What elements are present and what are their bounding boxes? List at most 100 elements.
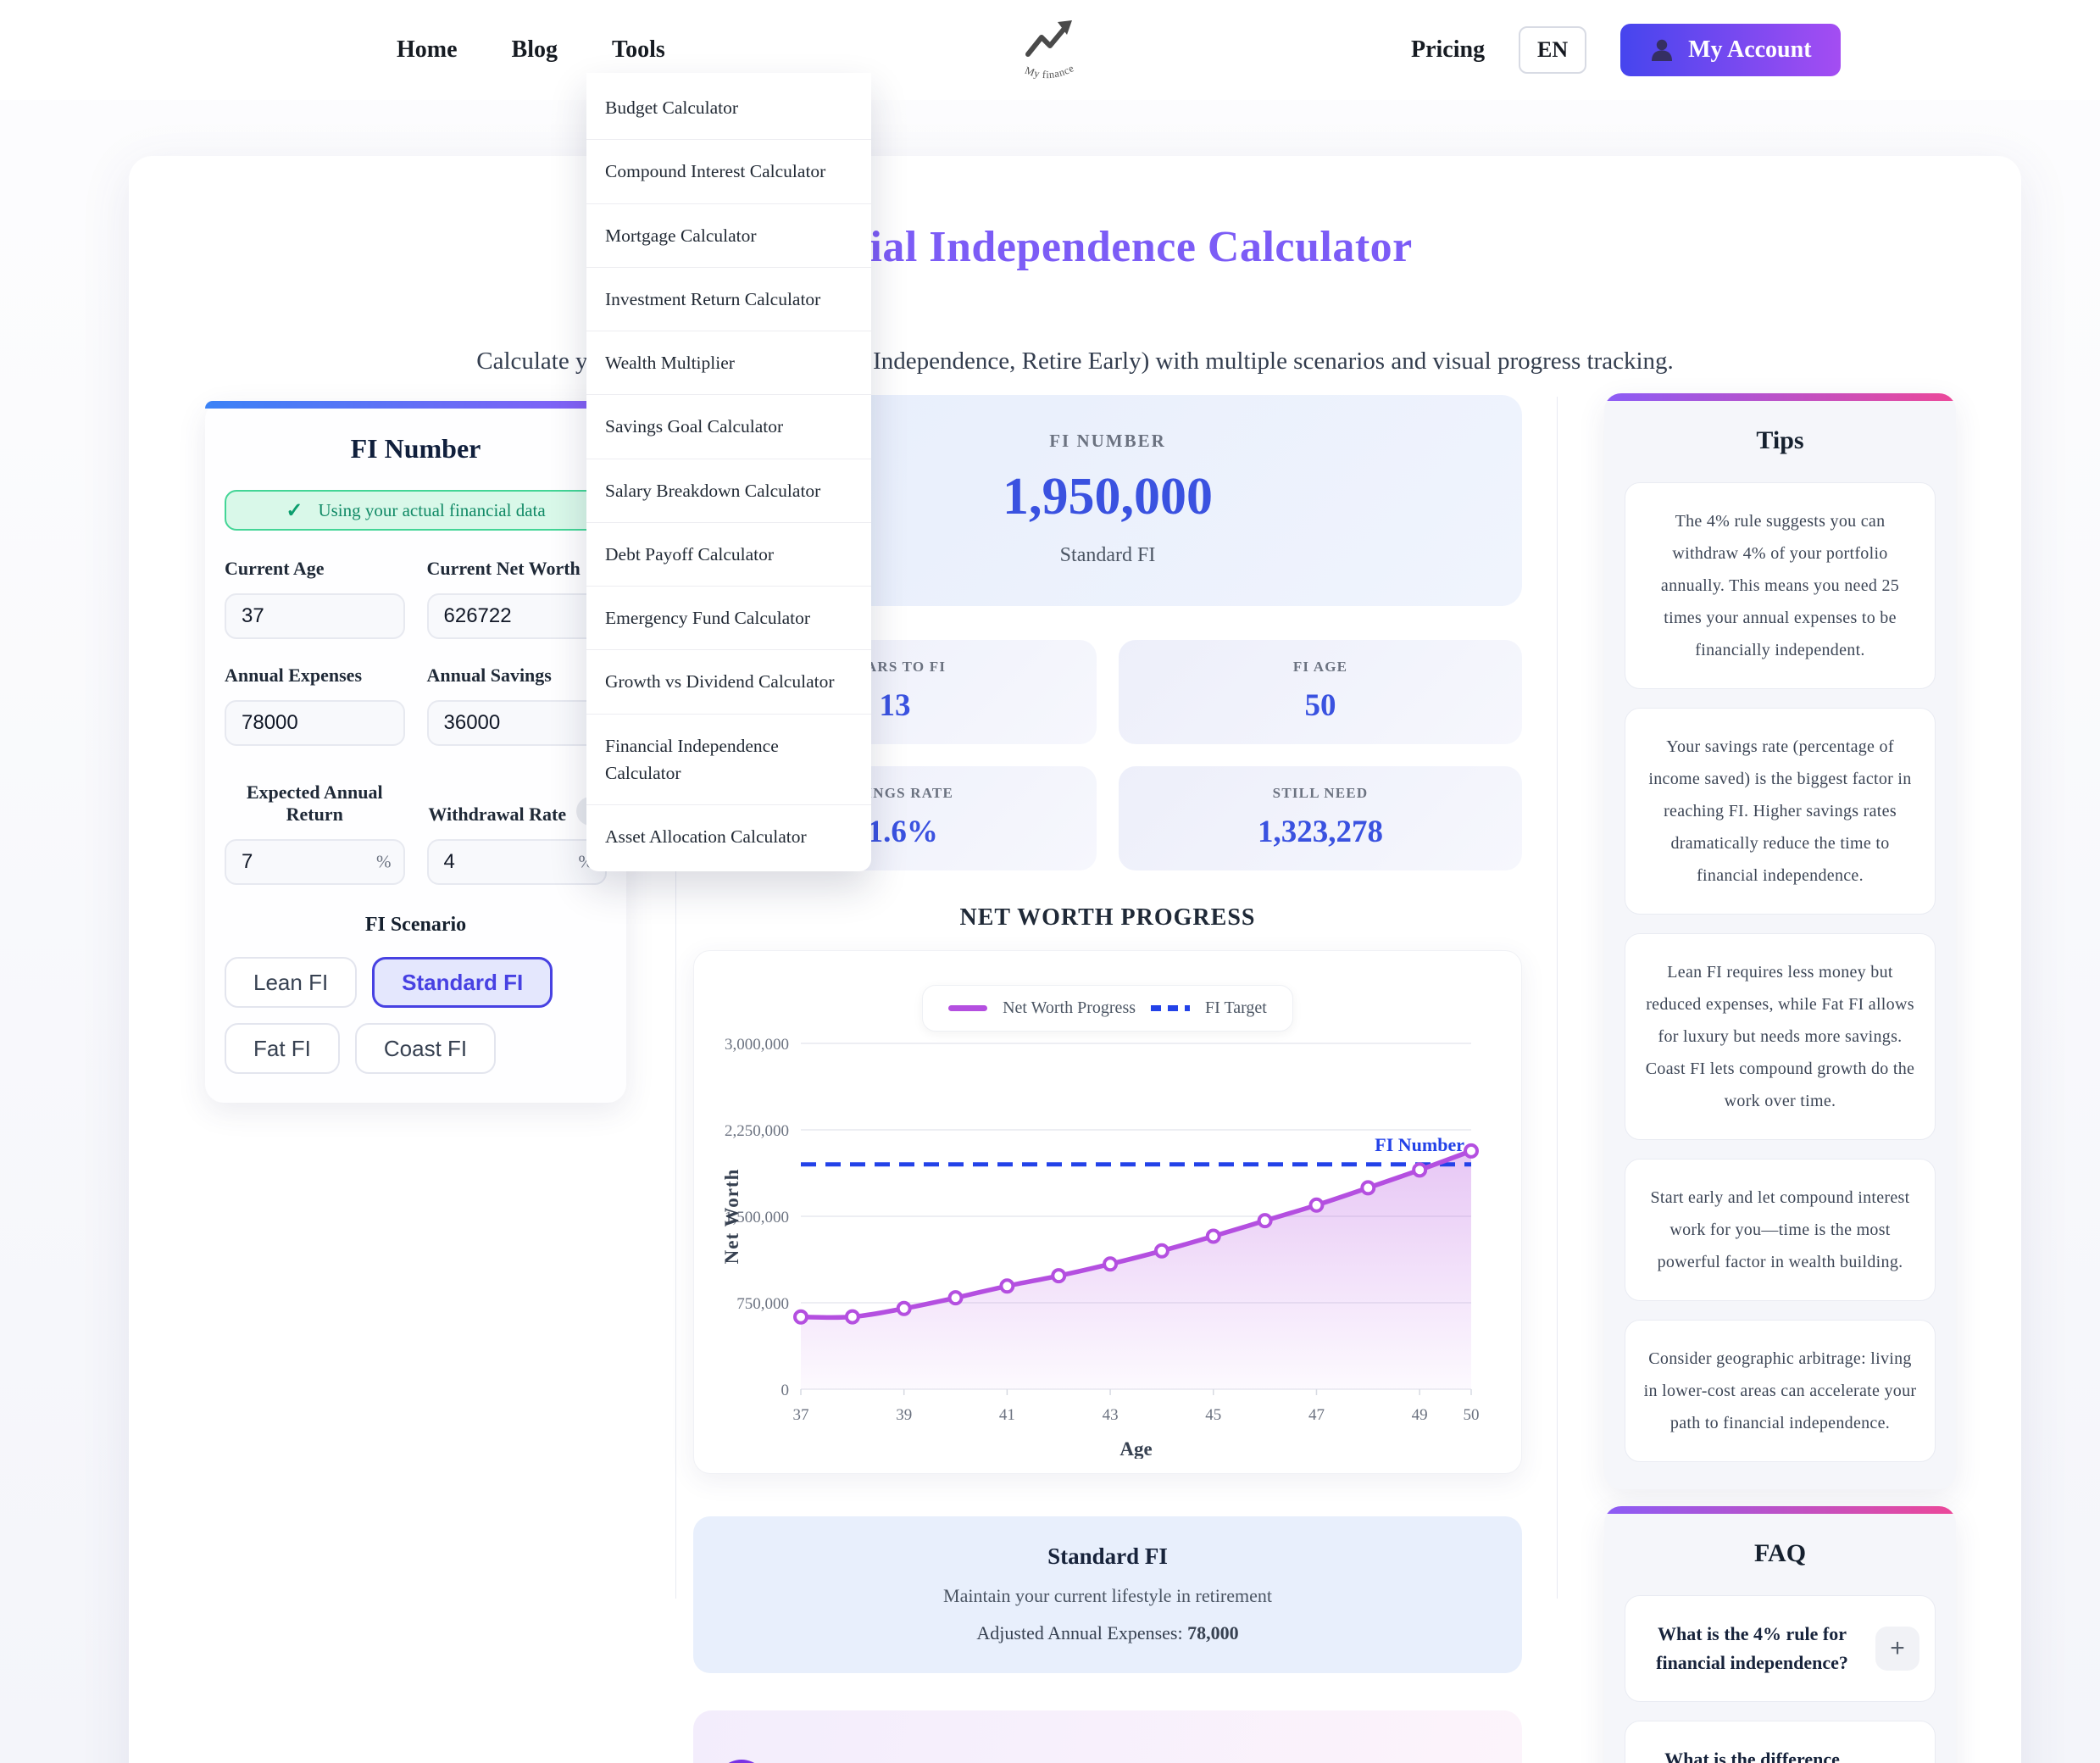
annual-expenses-input[interactable] bbox=[225, 700, 405, 746]
chart-legend: Net Worth Progress FI Target bbox=[922, 985, 1293, 1032]
nav-right: Pricing EN My Account bbox=[1411, 0, 1841, 100]
svg-text:45: 45 bbox=[1205, 1406, 1221, 1424]
menu-item-mortgage-calculator[interactable]: Mortgage Calculator bbox=[586, 204, 871, 268]
withdrawal-rate-label: Withdrawal Rate ? bbox=[427, 771, 608, 826]
withdrawal-rate-input[interactable] bbox=[426, 839, 607, 885]
tip-item: Lean FI requires less money but reduced … bbox=[1625, 933, 1936, 1140]
menu-item-asset-allocation-calculator[interactable]: Asset Allocation Calculator bbox=[605, 826, 807, 847]
language-button[interactable]: EN bbox=[1519, 26, 1587, 74]
summary-description: Maintain your current lifestyle in retir… bbox=[943, 1585, 1272, 1606]
summary-title: Standard FI bbox=[1047, 1543, 1168, 1569]
scenario-coast-fi[interactable]: Coast FI bbox=[354, 1023, 497, 1074]
svg-text:2,250,000: 2,250,000 bbox=[725, 1122, 789, 1140]
scenario-fat-fi[interactable]: Fat FI bbox=[225, 1023, 340, 1074]
annual-savings-input[interactable] bbox=[426, 700, 607, 746]
summary-expenses: Adjusted Annual Expenses: 78,000 bbox=[710, 1622, 1505, 1644]
current-age-input[interactable] bbox=[225, 593, 405, 639]
field-expected-return: Expected Annual Return % bbox=[225, 771, 405, 885]
fi-number-value: 1,950,000 bbox=[1003, 468, 1213, 526]
column-divider-right bbox=[1557, 397, 1558, 1599]
svg-text:50: 50 bbox=[1464, 1406, 1480, 1424]
nav-pricing[interactable]: Pricing bbox=[1411, 36, 1486, 63]
svg-text:41: 41 bbox=[999, 1406, 1015, 1424]
stat-value: 50 bbox=[1304, 688, 1336, 723]
chart-title: NET WORTH PROGRESS bbox=[959, 904, 1256, 931]
menu-item-compound-interest-calculator[interactable]: Compound Interest Calculator bbox=[586, 140, 871, 204]
faq-question: What is the difference between lean, sta… bbox=[1664, 1749, 1840, 1763]
faq-item-fire-types[interactable]: What is the difference between lean, sta… bbox=[1625, 1721, 1936, 1763]
menu-item-investment-return-calculator[interactable]: Investment Return Calculator bbox=[586, 268, 871, 331]
svg-text:3,000,000: 3,000,000 bbox=[725, 1036, 789, 1054]
stat-value: 1,323,278 bbox=[1258, 815, 1383, 849]
annual-expenses-label: Annual Expenses bbox=[225, 665, 363, 686]
faq-card: FAQ What is the 4% rule for financial in… bbox=[1604, 1506, 1956, 1763]
menu-item-emergency-fund-calculator[interactable]: Emergency Fund Calculator bbox=[586, 587, 871, 651]
faq-title: FAQ bbox=[1753, 1539, 1807, 1567]
scenario-lean-fi[interactable]: Lean FI bbox=[225, 957, 358, 1008]
scenario-label: FI Scenario bbox=[364, 914, 467, 936]
stat-still-need: STILL NEED 1,323,278 bbox=[1119, 766, 1522, 870]
stat-fi-age: FI AGE 50 bbox=[1119, 640, 1522, 744]
menu-item-budget-calculator[interactable]: Budget Calculator bbox=[586, 76, 871, 141]
networth-legend-swatch bbox=[948, 1005, 988, 1011]
svg-text:47: 47 bbox=[1308, 1406, 1325, 1424]
field-net-worth: Current Net Worth bbox=[426, 558, 607, 639]
tip-item: The 4% rule suggests you can withdraw 4%… bbox=[1625, 482, 1936, 689]
svg-text:39: 39 bbox=[896, 1406, 912, 1424]
svg-text:0: 0 bbox=[781, 1382, 790, 1399]
sidebar: Tips The 4% rule suggests you can withdr… bbox=[1604, 393, 1956, 1763]
stat-label: STILL NEED bbox=[1272, 785, 1369, 801]
annual-savings-label: Annual Savings bbox=[426, 665, 552, 686]
fi-number-label: FI NUMBER bbox=[1049, 431, 1166, 451]
tools-dropdown-menu: Budget Calculator Compound Interest Calc… bbox=[586, 73, 871, 872]
my-account-label: My Account bbox=[1688, 36, 1812, 63]
menu-item-savings-goal-calculator[interactable]: Savings Goal Calculator bbox=[586, 395, 871, 459]
badge-text: Using your actual financial data bbox=[318, 499, 546, 520]
actual-data-badge: ✓ Using your actual financial data bbox=[225, 490, 607, 531]
net-worth-input[interactable] bbox=[426, 593, 607, 639]
menu-item-financial-independence-calculator[interactable]: Financial Independence Calculator bbox=[586, 715, 871, 805]
page-subtitle: Calculate your FIRE number (Financial In… bbox=[476, 348, 1674, 375]
nav-tools[interactable]: Tools bbox=[612, 36, 665, 63]
field-current-age: Current Age bbox=[225, 558, 405, 639]
navbar: Home Blog Tools My finance tools Pricing… bbox=[0, 0, 2100, 100]
trend-arrow-icon: My finance tools bbox=[1008, 1, 1079, 81]
my-account-button[interactable]: My Account bbox=[1620, 24, 1841, 76]
svg-text:My finance tools: My finance tools bbox=[1011, 10, 1079, 81]
svg-text:1,500,000: 1,500,000 bbox=[725, 1209, 789, 1226]
check-icon: ✓ bbox=[286, 499, 303, 522]
field-annual-savings: Annual Savings bbox=[426, 665, 607, 746]
networth-chart: 0 750,000 1,500,000 2,250,000 3,000,000 37 39 4… bbox=[721, 1036, 1480, 1460]
svg-text:FI Number: FI Number bbox=[1375, 1134, 1464, 1155]
percent-suffix: % bbox=[376, 851, 392, 872]
faq-item-4-percent-rule[interactable]: What is the 4% rule for financial indepe… bbox=[1625, 1595, 1936, 1703]
faq-question: What is the 4% rule for financial indepe… bbox=[1656, 1623, 1848, 1674]
expand-icon[interactable]: + bbox=[1875, 1627, 1919, 1671]
expected-return-input[interactable] bbox=[225, 839, 405, 885]
networth-legend-label: Net Worth Progress bbox=[1003, 998, 1136, 1017]
menu-item-salary-breakdown-calculator[interactable]: Salary Breakdown Calculator bbox=[586, 459, 871, 523]
networth-chart-card: Net Worth Progress FI Target 0 750,000 1,5… bbox=[693, 950, 1522, 1474]
stat-label: FI AGE bbox=[1292, 659, 1348, 675]
scenario-standard-fi[interactable]: Standard FI bbox=[372, 957, 553, 1008]
nav-home[interactable]: Home bbox=[397, 36, 458, 63]
results-panel: FI NUMBER 1,950,000 Standard FI YEARS TO… bbox=[693, 395, 1522, 1763]
current-age-label: Current Age bbox=[225, 558, 325, 579]
summary-expenses-label: Adjusted Annual Expenses: bbox=[976, 1622, 1183, 1643]
scenario-summary-box: Standard FI Maintain your current lifest… bbox=[693, 1516, 1522, 1673]
scenario-buttons: Lean FI Standard FI Fat FI Coast FI bbox=[225, 957, 607, 1074]
tip-item: Start early and let compound interest wo… bbox=[1625, 1159, 1936, 1301]
form-title: FI Number bbox=[350, 433, 481, 464]
logo[interactable]: My finance tools bbox=[1008, 1, 1089, 96]
check-circle-icon: ✓ bbox=[715, 1760, 768, 1763]
svg-text:Net Worth: Net Worth bbox=[721, 1169, 742, 1265]
tip-item: Consider geographic arbitrage: living in… bbox=[1625, 1320, 1936, 1462]
menu-item-growth-vs-dividend-calculator[interactable]: Growth vs Dividend Calculator bbox=[586, 650, 871, 715]
menu-item-debt-payoff-calculator[interactable]: Debt Payoff Calculator bbox=[586, 523, 871, 587]
menu-item-wealth-multiplier[interactable]: Wealth Multiplier bbox=[586, 331, 871, 396]
fi-target-legend-swatch bbox=[1151, 1005, 1191, 1011]
fi-target-legend-label: FI Target bbox=[1205, 998, 1267, 1017]
nav-blog[interactable]: Blog bbox=[511, 36, 558, 63]
svg-text:37: 37 bbox=[793, 1406, 809, 1424]
